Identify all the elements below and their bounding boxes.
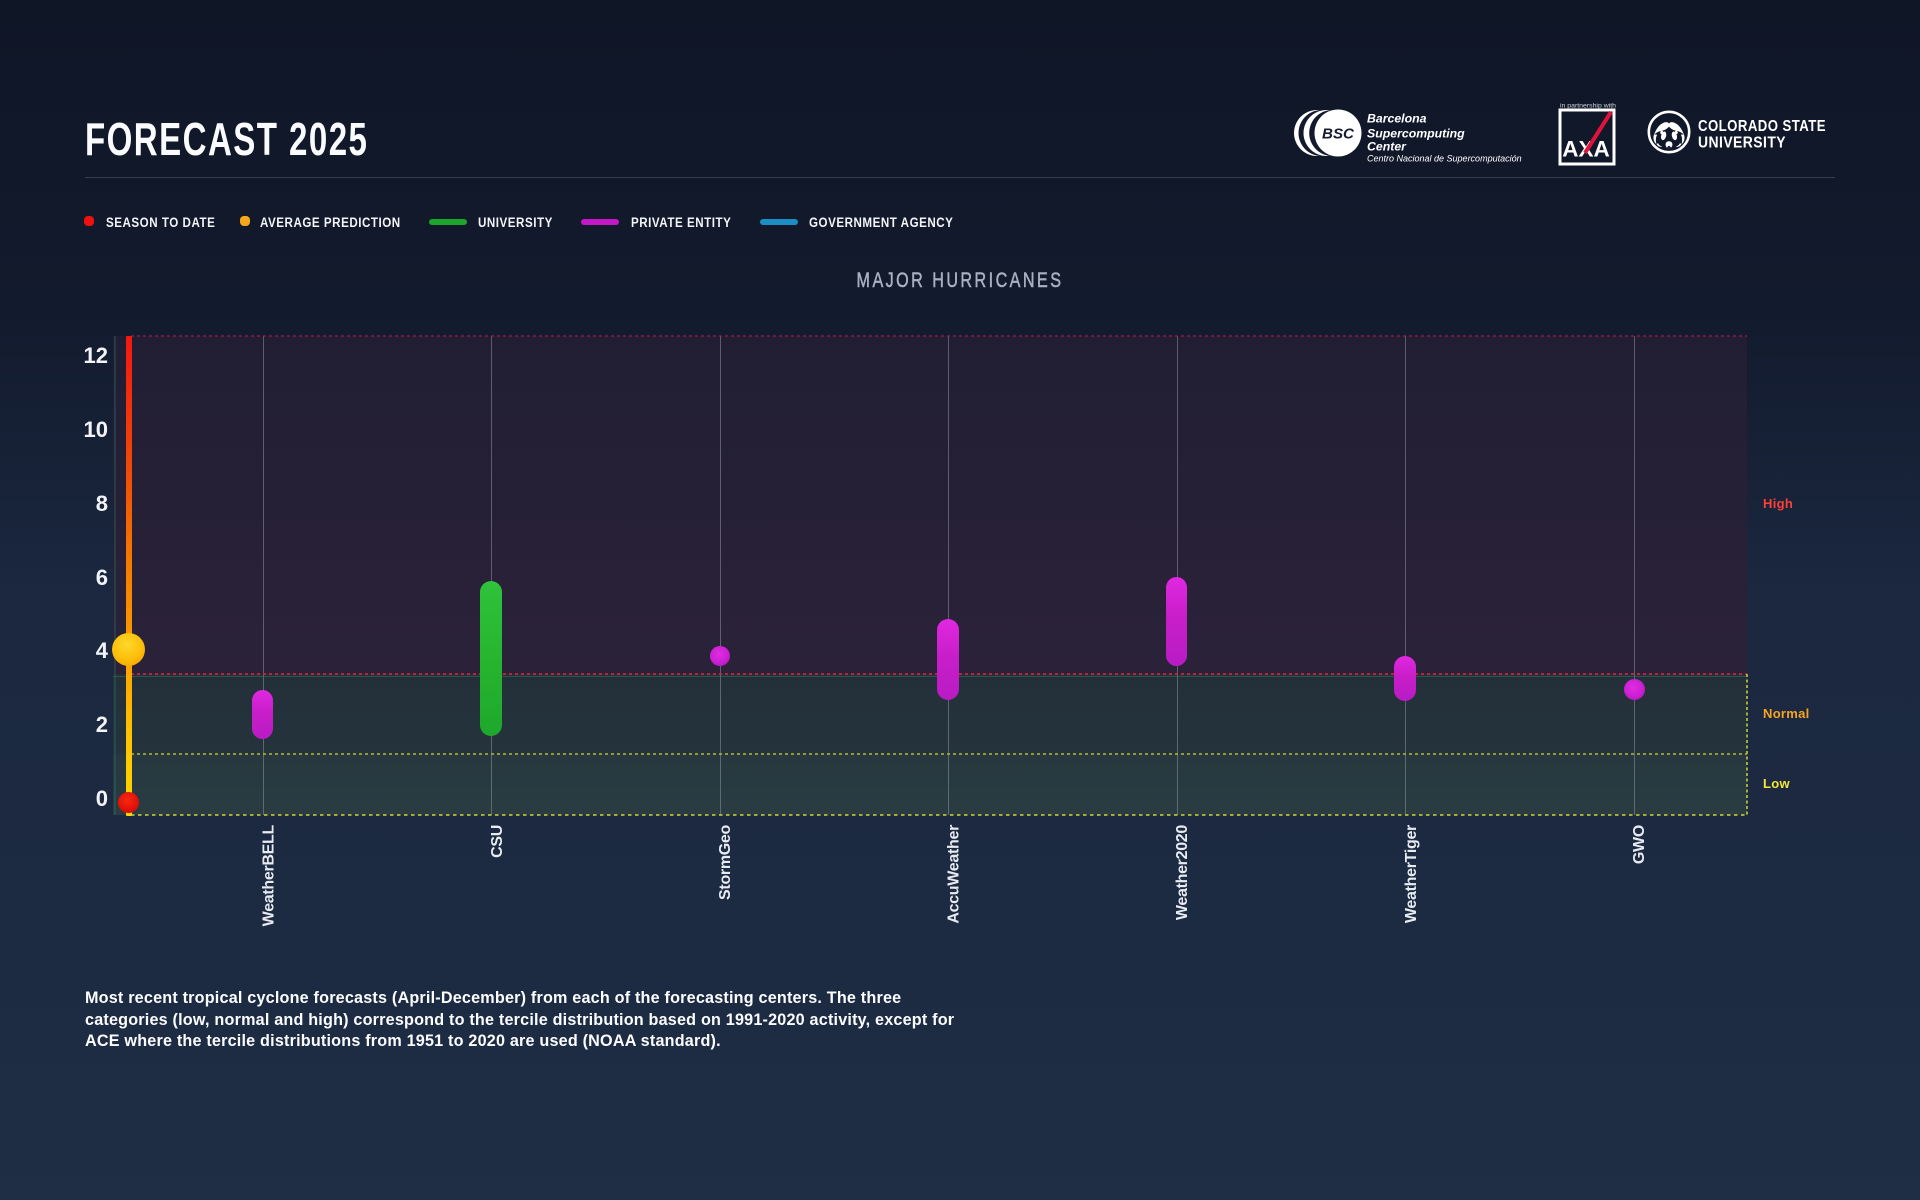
svg-text:Center: Center bbox=[1367, 140, 1407, 154]
svg-text:BSC: BSC bbox=[1322, 127, 1355, 143]
svg-text:Centro Nacional de Supercomput: Centro Nacional de Supercomputación bbox=[1367, 154, 1522, 164]
svg-text:COLORADO STATE: COLORADO STATE bbox=[1698, 118, 1826, 135]
svg-text:Supercomputing: Supercomputing bbox=[1367, 127, 1465, 141]
svg-text:UNIVERSITY: UNIVERSITY bbox=[1698, 135, 1786, 152]
svg-text:in partnership with: in partnership with bbox=[1560, 103, 1617, 110]
svg-text:Barcelona: Barcelona bbox=[1367, 112, 1427, 126]
